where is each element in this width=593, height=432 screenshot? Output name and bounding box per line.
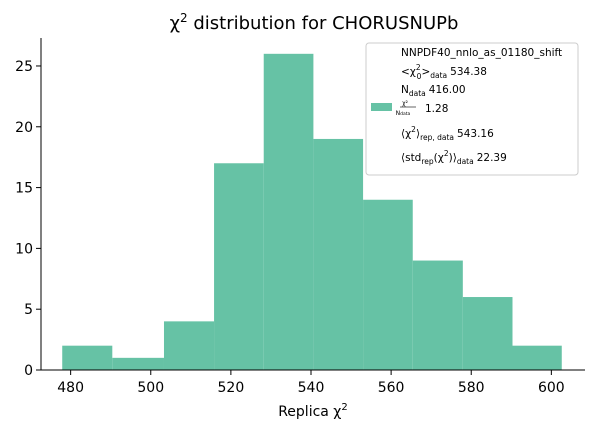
x-tick-label: 540	[298, 380, 325, 396]
x-tick-label: 520	[218, 380, 245, 396]
y-axis-ticks: 0 5 10 15 20 25	[15, 59, 41, 379]
y-tick-label: 15	[15, 181, 33, 197]
legend-std-line: ⟨stdrep(χ2)⟩data 22.39	[401, 149, 507, 166]
x-tick-label: 580	[458, 380, 485, 396]
legend-series-name: NNPDF40_nnlo_as_01180_shift	[401, 47, 562, 59]
histogram-bar	[313, 138, 364, 370]
y-tick-label: 20	[15, 120, 33, 136]
legend-rep-line: ⟨χ2⟩rep, data 543.16	[401, 125, 494, 142]
legend-ratio-value: 1.28	[425, 103, 448, 115]
histogram-bar	[263, 53, 314, 371]
histogram-bar	[163, 321, 215, 370]
y-tick-label: 5	[24, 302, 33, 318]
x-tick-label: 560	[378, 380, 405, 396]
legend-ratio-numerator: χ²	[402, 100, 408, 107]
legend-ratio-line: χ² Ndata 1.28	[396, 100, 449, 117]
x-axis-label: Replica χ2	[278, 402, 348, 420]
histogram-bar	[214, 163, 264, 370]
x-axis-ticks: 480 500 520 540 560 580 600	[57, 370, 565, 396]
histogram-bar	[363, 199, 413, 370]
y-tick-label: 10	[15, 241, 33, 257]
y-tick-label: 0	[24, 363, 33, 379]
histogram-bars	[62, 53, 562, 371]
histogram-bar	[62, 345, 113, 370]
legend-chi2-line: <χ2 0>data 534.38	[401, 63, 487, 81]
legend-swatch	[371, 103, 392, 111]
legend-box	[365, 42, 579, 176]
legend-ratio-denominator: Ndata	[396, 110, 411, 117]
x-tick-label: 500	[137, 380, 164, 396]
legend: NNPDF40_nnlo_as_01180_shift <χ2 0>data 534…	[365, 42, 579, 176]
x-tick-label: 600	[538, 380, 565, 396]
histogram-bar	[512, 345, 562, 370]
y-tick-label: 25	[15, 59, 33, 75]
legend-ndata-line: Ndata 416.00	[401, 84, 466, 98]
histogram-bar	[412, 260, 463, 370]
histogram-bar	[462, 297, 513, 370]
x-tick-label: 480	[57, 380, 84, 396]
chart-title: χ2 distribution for CHORUSNUPb	[170, 11, 459, 34]
histogram-bar	[112, 357, 164, 370]
